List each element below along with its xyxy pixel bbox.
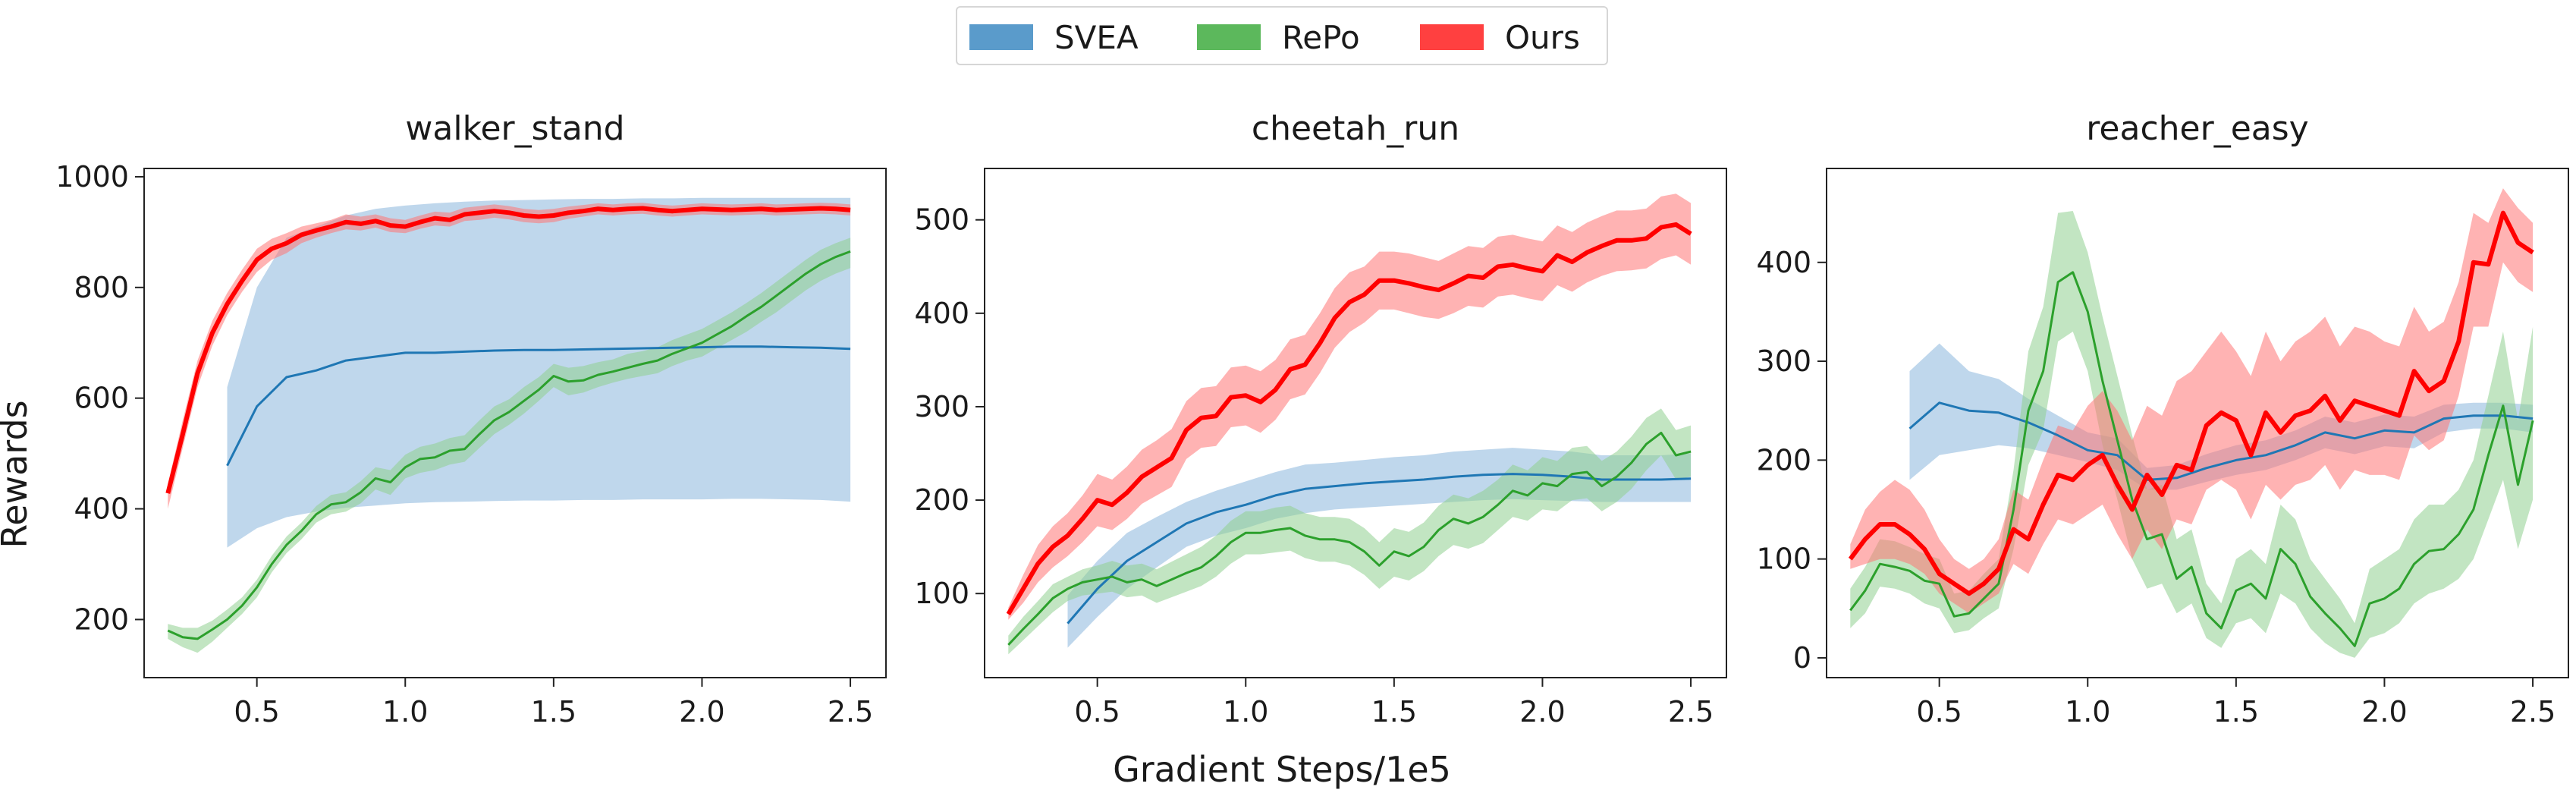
band-ours [1850, 188, 2534, 614]
x-tick-label: 1.0 [2065, 695, 2110, 728]
line-svea [1908, 401, 2534, 481]
x-tick-label: 0.5 [234, 695, 279, 728]
x-tick-label: 0.5 [1074, 695, 1120, 728]
x-tick-label: 2.5 [828, 695, 873, 728]
legend-item-repo: RePo [1197, 8, 1360, 67]
line-svea [226, 345, 851, 467]
line-ours [165, 206, 851, 494]
legend-label-repo: RePo [1282, 18, 1360, 56]
axes-frame [143, 168, 887, 678]
y-tick-label: 600 [74, 382, 129, 415]
x-tick-label: 2.0 [679, 695, 724, 728]
line-ours [1848, 210, 2534, 596]
y-tick-label: 200 [914, 483, 969, 517]
x-tick-label: 1.0 [382, 695, 428, 728]
y-tick-label: 1000 [55, 160, 129, 193]
legend-item-svea: SVEA [969, 8, 1139, 67]
band-repo [168, 238, 851, 653]
axes-frame [984, 168, 1727, 678]
x-tick-label: 2.0 [2361, 695, 2407, 728]
legend-swatch-repo [1197, 24, 1261, 50]
y-tick-label: 300 [1756, 345, 1811, 378]
y-tick-label: 400 [74, 492, 129, 526]
y-tick-label: 800 [74, 271, 129, 304]
panel-reacher-easy: reacher_easy 0.5 1.0 1.5 2.0 2.5 0 100 200 300 400 [1756, 109, 2569, 728]
legend-swatch-ours [1420, 24, 1484, 50]
y-tick-label: 100 [914, 577, 969, 610]
x-tick-label: 1.5 [1371, 695, 1417, 728]
panel-cheetah-run: cheetah_run 0.5 1.0 1.5 2.0 2.5 100 200 300 400 50… [914, 109, 1727, 728]
panel-title: walker_stand [405, 109, 624, 148]
panel-title: cheetah_run [1252, 109, 1459, 148]
plot-area [165, 197, 851, 653]
band-ours [1008, 193, 1692, 620]
y-tick-label: 400 [1756, 246, 1811, 279]
x-tick-label: 0.5 [1916, 695, 1962, 728]
line-ours [1006, 222, 1692, 615]
panel-title: reacher_easy [2086, 109, 2308, 148]
y-axis-label: Rewards [0, 400, 35, 548]
band-repo [1008, 408, 1692, 655]
y-tick-label: 200 [74, 603, 129, 636]
y-tick-label: 0 [1793, 641, 1811, 675]
y-tick-label: 100 [1756, 543, 1811, 576]
y-tick-label: 400 [914, 297, 969, 330]
legend-label-ours: Ours [1505, 18, 1580, 56]
x-tick-label: 1.5 [531, 695, 576, 728]
legend-label-svea: SVEA [1054, 18, 1139, 56]
y-tick-label: 200 [1756, 443, 1811, 477]
line-repo [1007, 431, 1692, 646]
line-svea [1067, 473, 1692, 625]
x-tick-label: 1.5 [2213, 695, 2259, 728]
line-repo [1849, 271, 2534, 647]
legend: SVEA RePo Ours [956, 6, 1608, 65]
x-tick-label: 2.5 [2510, 695, 2556, 728]
line-repo [167, 250, 851, 640]
band-svea [227, 197, 851, 548]
legend-item-ours: Ours [1420, 8, 1580, 67]
x-tick-label: 2.0 [1519, 695, 1565, 728]
y-tick-label: 300 [914, 390, 969, 423]
y-tick-label: 500 [914, 203, 969, 237]
x-tick-label: 1.0 [1223, 695, 1268, 728]
plot-area [1006, 193, 1692, 655]
x-tick-label: 2.5 [1668, 695, 1714, 728]
legend-swatch-svea [969, 24, 1033, 50]
plot-area [1848, 188, 2534, 658]
x-axis-label: Gradient Steps/1e5 [1113, 749, 1451, 790]
panel-walker-stand: walker_stand 0.5 1.0 1.5 2.0 2.5 200 400 600 800 1… [55, 109, 887, 728]
axes-frame [1826, 168, 2569, 678]
